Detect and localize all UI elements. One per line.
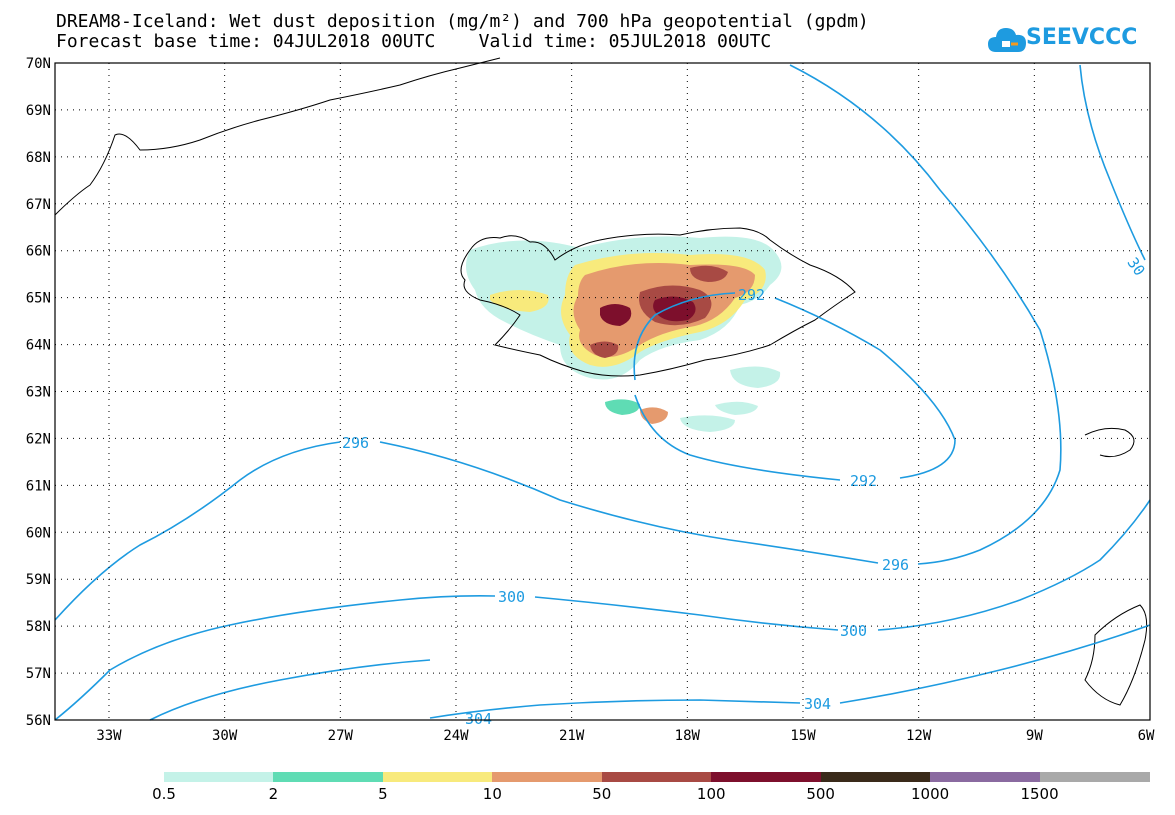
- contour-label: 296: [882, 556, 909, 574]
- latitude-label: 56N: [26, 713, 51, 729]
- colorbar-label: 10: [482, 785, 502, 803]
- colorbar-label: 100: [696, 785, 726, 803]
- contour-label: 30: [1124, 254, 1149, 279]
- colorbar-label: 50: [592, 785, 612, 803]
- latitude-label: 66N: [26, 244, 51, 260]
- latitude-label: 61N: [26, 478, 51, 494]
- latitude-label: 64N: [26, 338, 51, 354]
- colorbar-label: 5: [378, 785, 388, 803]
- contour-label: 300: [840, 622, 867, 640]
- geopotential-contours: [54, 64, 1151, 721]
- colorbar-label: 500: [806, 785, 835, 803]
- longitude-label: 6W: [1138, 728, 1155, 744]
- map-frame: [54, 62, 1151, 721]
- colorbar-label: 2: [268, 785, 279, 803]
- contour-label: 292: [738, 286, 765, 304]
- contour-label: 304: [804, 695, 831, 713]
- latitude-label: 58N: [26, 619, 51, 635]
- forecast-time-line: Forecast base time: 04JUL2018 00UTC Vali…: [56, 31, 772, 52]
- longitude-label: 33W: [96, 728, 122, 744]
- colorbar-label: 0.5: [152, 785, 176, 803]
- latitude-label: 63N: [26, 385, 51, 401]
- longitude-label: 24W: [443, 728, 469, 744]
- longitude-label: 30W: [212, 728, 238, 744]
- colorbar-label: 1500: [1020, 785, 1059, 803]
- longitude-label: 18W: [675, 728, 701, 744]
- coastlines: [54, 57, 1148, 706]
- latitude-label: 65N: [26, 291, 51, 307]
- latitude-label: 62N: [26, 431, 51, 447]
- logo-text: SEEVCCC: [1026, 25, 1138, 50]
- map-title: DREAM8-Iceland: Wet dust deposition (mg/…: [56, 11, 869, 32]
- colorbar-segment: [382, 772, 493, 782]
- contour-label: 296: [342, 434, 369, 452]
- longitude-label: 15W: [790, 728, 816, 744]
- contour-label: 292: [850, 472, 877, 490]
- longitude-label: 27W: [328, 728, 354, 744]
- seevccc-logo: SEEVCCC: [988, 20, 1148, 60]
- gridlines: [55, 63, 1150, 720]
- latitude-label: 68N: [26, 150, 51, 166]
- longitude-label: 12W: [906, 728, 932, 744]
- contour-labels: 292 292 296 296 300 300 304 304 30: [342, 254, 1149, 728]
- colorbar-segment: [164, 772, 274, 782]
- colorbar-segment: [601, 772, 712, 782]
- longitude-label: 9W: [1026, 728, 1043, 744]
- longitude-labels: 33W 30W 27W 24W 21W 18W 15W 12W 9W 6W: [96, 728, 1155, 744]
- colorbar-segment: [930, 772, 1041, 782]
- cloud-icon: [988, 28, 1026, 52]
- contour-label: 300: [498, 588, 525, 606]
- colorbar-segment: [711, 772, 822, 782]
- latitude-label: 70N: [26, 56, 51, 72]
- latitude-label: 60N: [26, 525, 51, 541]
- colorbar-label: 1000: [911, 785, 950, 803]
- longitude-label: 21W: [559, 728, 585, 744]
- latitude-labels: 70N 69N 68N 67N 66N 65N 64N 63N 62N 61N 60N 59N 58N 5…: [26, 56, 51, 729]
- latitude-label: 69N: [26, 103, 51, 119]
- colorbar-segment: [1039, 772, 1150, 782]
- colorbar-segment: [273, 772, 384, 782]
- latitude-label: 59N: [26, 572, 51, 588]
- latitude-label: 67N: [26, 197, 51, 213]
- latitude-label: 57N: [26, 666, 51, 682]
- colorbar-segment: [820, 772, 931, 782]
- colorbar-segment: [492, 772, 603, 782]
- dust-deposition-field: [466, 236, 782, 432]
- contour-label: 304: [465, 710, 492, 728]
